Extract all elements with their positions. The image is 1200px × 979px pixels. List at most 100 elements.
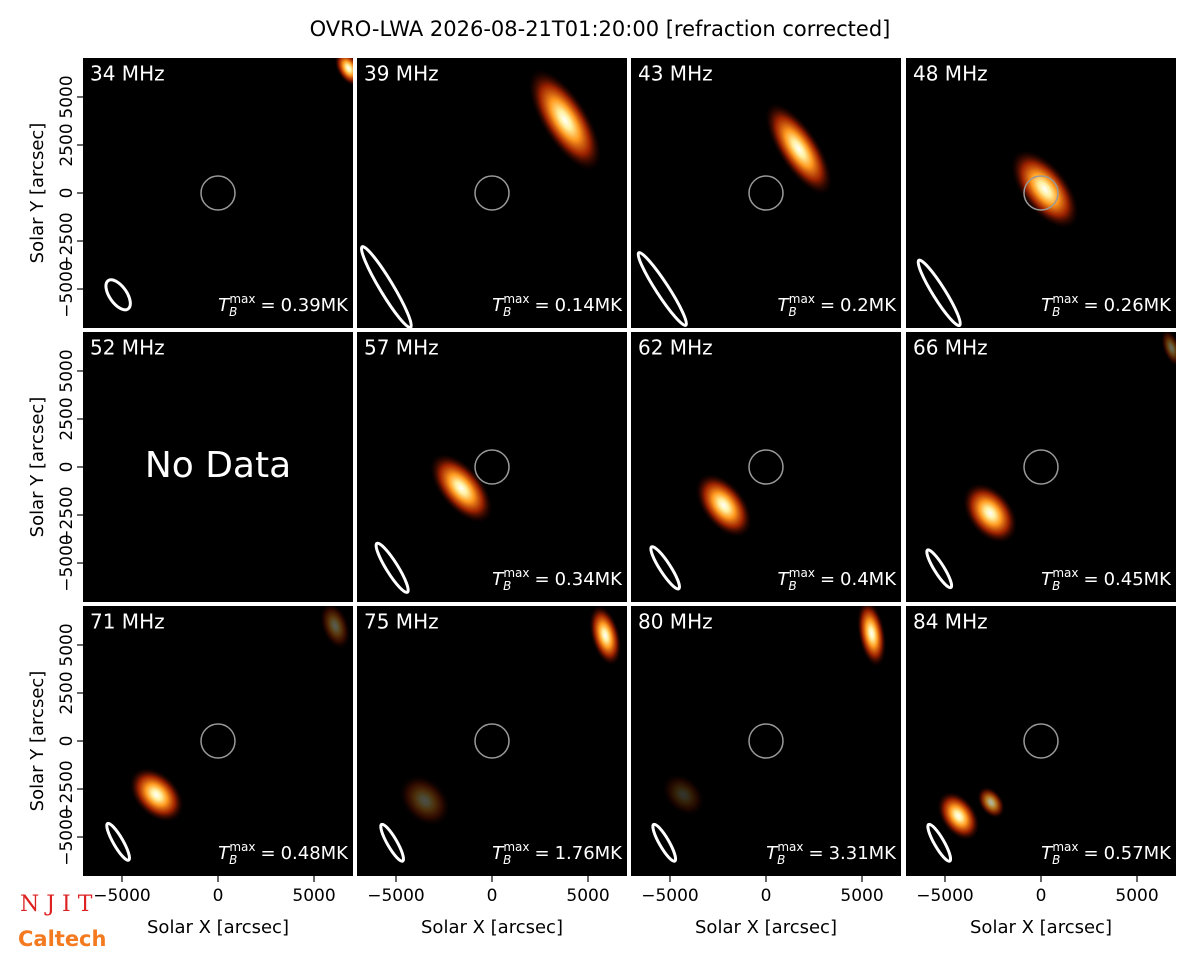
x-tick-label: −5000 [916,886,974,906]
x-tick-label: 0 [213,886,224,906]
y-tick-label: 0 [57,462,77,473]
beam [916,258,962,328]
panel-image [916,150,1079,328]
tmax-relation: = [260,843,275,864]
radio-source [1161,332,1176,367]
frequency-label: 43 MHz [638,62,713,86]
panel: 62 MHz TBmax = 0.4MK [631,332,901,602]
panel-image [649,449,784,591]
x-axis-label: Solar X [arcsec] [421,917,563,938]
panel: 39 MHz TBmax = 0.14MK [357,58,627,328]
tmax-relation: = [1083,843,1098,864]
frequency-label: 34 MHz [90,62,165,86]
tmax-value: 0.39MK [281,295,350,316]
panel: 43 MHz TBmax = 0.2MK [631,58,901,328]
panel: 80 MHz TBmax = 3.31MK [631,606,901,876]
x-tick-label: −5000 [93,886,151,906]
tmax-sup: max [229,840,255,854]
y-tick-label: −5000 [57,808,77,866]
y-tick-label: 0 [57,188,77,199]
tmax-relation: = [260,295,275,316]
solar-disk [200,175,236,211]
radio-source [963,483,1018,543]
radio-source [528,69,602,171]
panel-image [926,723,1059,863]
tmax-sup: max [229,292,255,306]
tmax-base: T [778,569,791,590]
x-tick-label: 5000 [292,886,335,906]
tmax-value: 0.48MK [281,843,350,864]
tmax-base: T [778,295,791,316]
panel-background [906,332,1176,602]
y-tick-label: −2500 [57,212,77,270]
tmax-sub: B [789,579,797,593]
solar-disk [474,175,510,211]
panel-image [636,103,833,327]
y-tick-label: −5000 [57,534,77,592]
beam [636,251,688,327]
y-tick-label: −2500 [57,760,77,818]
logo-caltech: Caltech [18,927,106,951]
tmax-value: 0.45MK [1104,569,1173,590]
panel: 84 MHz TBmax = 0.57MK [906,606,1176,876]
tmax-sub: B [503,579,511,593]
tmax-value: 0.2MK [840,295,897,316]
x-tick-label: 0 [487,886,498,906]
frequency-label: 62 MHz [638,336,713,360]
tmax-base: T [492,843,505,864]
tmax-sup: max [789,566,815,580]
tmax-label: TBmax = 0.14MK [492,292,623,319]
no-data-label: No Data [145,445,291,486]
x-tick-label: −5000 [641,886,699,906]
tmax-base: T [218,843,231,864]
panel: 48 MHz TBmax = 0.26MK [906,58,1176,328]
tmax-label: TBmax = 0.57MK [1041,840,1172,867]
frequency-label: 52 MHz [90,336,165,360]
panel: 71 MHz TBmax = 0.48MK [83,606,353,876]
tmax-base: T [218,295,231,316]
radio-source [399,775,451,826]
tmax-sub: B [789,305,797,319]
beam [105,821,131,862]
tmax-sup: max [503,566,529,580]
radio-source [320,606,351,649]
panel-image [359,69,602,328]
frequency-label: 48 MHz [913,62,988,86]
radio-source [977,786,1005,819]
tmax-base: T [1041,843,1054,864]
tmax-sub: B [1052,853,1060,867]
x-tick-label: 0 [761,886,772,906]
solar-disk [1023,449,1059,485]
panel: 52 MHz No Data [83,332,353,602]
x-tick-label: 5000 [566,886,609,906]
frequency-label: 39 MHz [364,62,439,86]
frequency-label: 75 MHz [364,610,439,634]
y-tick-label: 5000 [57,623,77,666]
tmax-sup: max [1052,292,1078,306]
tmax-base: T [492,569,505,590]
tmax-sub: B [1052,579,1060,593]
tmax-label: TBmax = 0.26MK [1041,292,1172,319]
y-tick-label: 2500 [57,397,77,440]
beam [374,541,410,594]
frequency-label: 57 MHz [364,336,439,360]
tmax-sub: B [1052,305,1060,319]
panel-background [906,606,1176,876]
tmax-sup: max [777,840,803,854]
panel-background [357,332,627,602]
x-tick-label: 5000 [840,886,883,906]
frequency-label: 84 MHz [913,610,988,634]
tmax-relation: = [534,295,549,316]
beam [359,245,413,328]
tmax-relation: = [534,569,549,590]
solar-disk [474,449,510,485]
y-tick-label: 2500 [57,123,77,166]
panel-background [357,606,627,876]
panel-background [83,332,353,602]
tmax-sub: B [503,305,511,319]
tmax-value: 3.31MK [829,843,898,864]
radio-source [1011,150,1079,229]
tmax-label: TBmax = 3.31MK [766,840,897,867]
radio-source [695,473,752,537]
